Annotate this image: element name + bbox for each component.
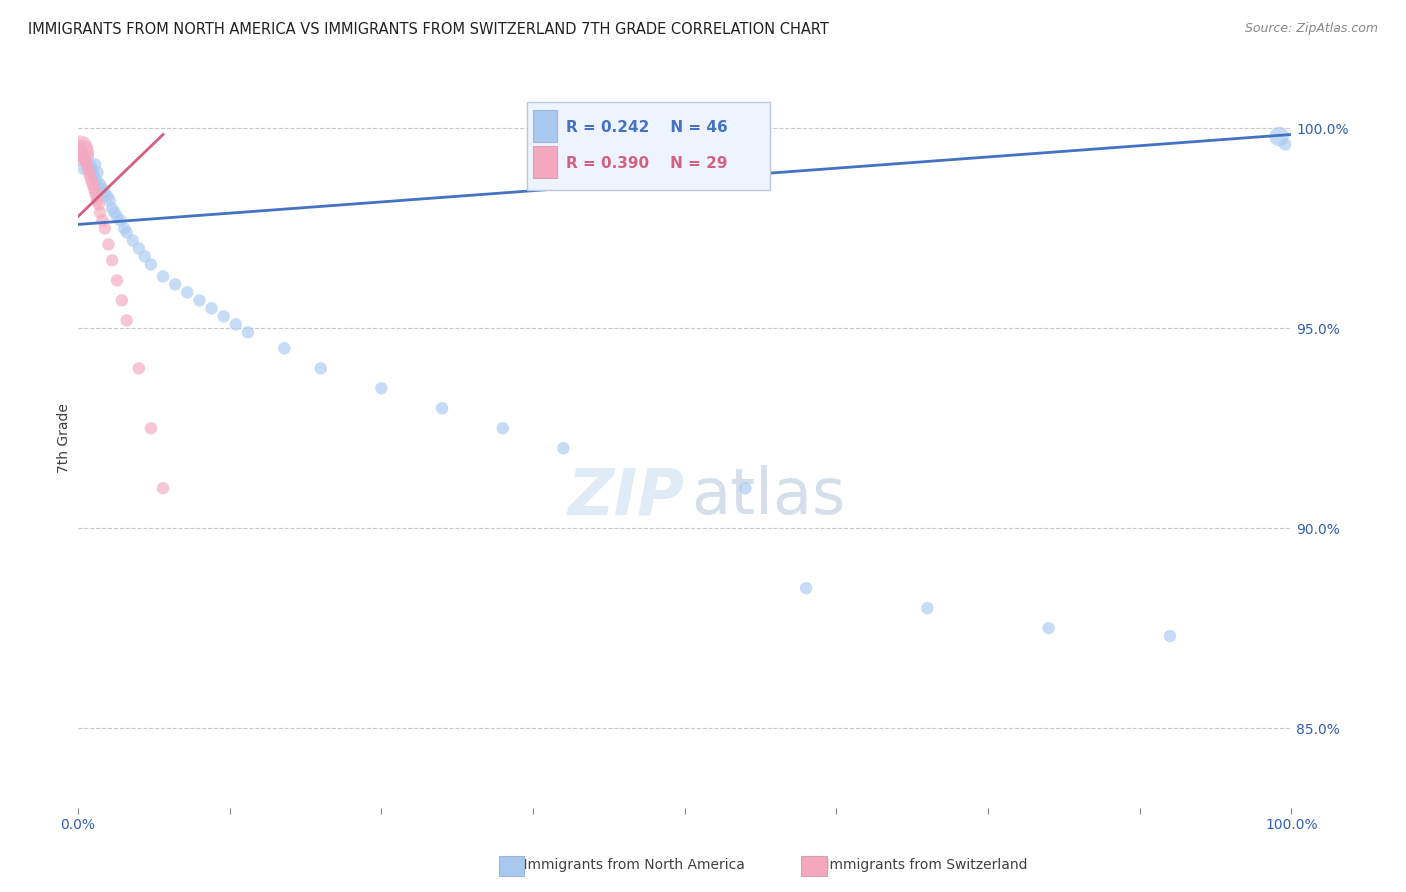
Point bbox=[76, 161, 98, 176]
Text: atlas: atlas bbox=[690, 466, 845, 527]
Point bbox=[139, 421, 162, 435]
Point bbox=[86, 173, 108, 187]
Point bbox=[80, 161, 103, 176]
Point bbox=[89, 178, 111, 192]
Point bbox=[101, 202, 124, 216]
Point bbox=[76, 149, 98, 163]
Point bbox=[188, 293, 211, 308]
Point bbox=[70, 145, 93, 160]
Point bbox=[70, 145, 93, 160]
Point bbox=[176, 285, 198, 300]
Point bbox=[101, 253, 124, 268]
Point bbox=[200, 301, 222, 316]
Point bbox=[128, 241, 150, 255]
Point bbox=[105, 210, 128, 224]
Point bbox=[91, 213, 114, 227]
Point bbox=[89, 205, 111, 219]
Point bbox=[152, 481, 174, 495]
Point bbox=[121, 234, 143, 248]
Y-axis label: 7th Grade: 7th Grade bbox=[58, 403, 72, 473]
Point bbox=[103, 205, 125, 219]
Point bbox=[134, 249, 156, 263]
Point bbox=[94, 186, 117, 200]
Point bbox=[917, 601, 939, 615]
Point bbox=[98, 194, 121, 208]
Point bbox=[72, 161, 94, 176]
Point bbox=[115, 226, 138, 240]
Point bbox=[69, 141, 91, 155]
Point bbox=[94, 221, 117, 235]
Point bbox=[492, 421, 515, 435]
Point bbox=[79, 157, 101, 171]
Point bbox=[84, 157, 107, 171]
Point bbox=[152, 269, 174, 284]
Text: Immigrants from North America: Immigrants from North America bbox=[506, 858, 745, 872]
Point bbox=[84, 186, 107, 200]
Point bbox=[69, 141, 91, 155]
Point bbox=[82, 178, 104, 192]
Point bbox=[273, 341, 295, 355]
Text: ZIP: ZIP bbox=[568, 466, 685, 527]
Point bbox=[128, 361, 150, 376]
Point bbox=[1038, 621, 1060, 635]
Text: R = 0.242    N = 46: R = 0.242 N = 46 bbox=[565, 120, 727, 135]
Point bbox=[139, 257, 162, 271]
Point bbox=[86, 165, 108, 179]
Text: IMMIGRANTS FROM NORTH AMERICA VS IMMIGRANTS FROM SWITZERLAND 7TH GRADE CORRELATI: IMMIGRANTS FROM NORTH AMERICA VS IMMIGRA… bbox=[28, 22, 830, 37]
Text: R = 0.390    N = 29: R = 0.390 N = 29 bbox=[565, 156, 727, 170]
Point bbox=[83, 169, 105, 184]
Point bbox=[236, 326, 259, 340]
Point bbox=[76, 157, 98, 171]
Point bbox=[165, 277, 187, 292]
Point bbox=[212, 310, 235, 324]
Point bbox=[309, 361, 332, 376]
Point bbox=[370, 381, 392, 395]
Point bbox=[79, 169, 101, 184]
Text: Source: ZipAtlas.com: Source: ZipAtlas.com bbox=[1244, 22, 1378, 36]
FancyBboxPatch shape bbox=[533, 111, 557, 143]
Point bbox=[83, 181, 105, 195]
Point bbox=[225, 318, 247, 332]
Point bbox=[1274, 137, 1296, 152]
Point bbox=[115, 313, 138, 327]
Point bbox=[86, 194, 108, 208]
Point bbox=[97, 237, 120, 252]
Point bbox=[75, 153, 97, 168]
Point bbox=[1268, 129, 1291, 144]
Point bbox=[734, 481, 756, 495]
Point bbox=[77, 165, 100, 179]
Point bbox=[86, 189, 108, 203]
Point bbox=[553, 442, 575, 456]
Point bbox=[105, 273, 128, 287]
Point bbox=[72, 149, 94, 163]
Point bbox=[794, 581, 817, 595]
FancyBboxPatch shape bbox=[533, 146, 557, 178]
Point bbox=[96, 189, 118, 203]
Point bbox=[1159, 629, 1181, 643]
Point bbox=[75, 153, 97, 168]
Point bbox=[87, 197, 110, 211]
Point bbox=[110, 213, 132, 227]
Point bbox=[91, 181, 114, 195]
Point bbox=[82, 165, 104, 179]
Point bbox=[80, 173, 103, 187]
FancyBboxPatch shape bbox=[527, 103, 769, 190]
Point bbox=[111, 293, 134, 308]
Text: Immigrants from Switzerland: Immigrants from Switzerland bbox=[808, 858, 1028, 872]
Point bbox=[73, 149, 96, 163]
Point bbox=[430, 401, 453, 416]
Point bbox=[112, 221, 135, 235]
